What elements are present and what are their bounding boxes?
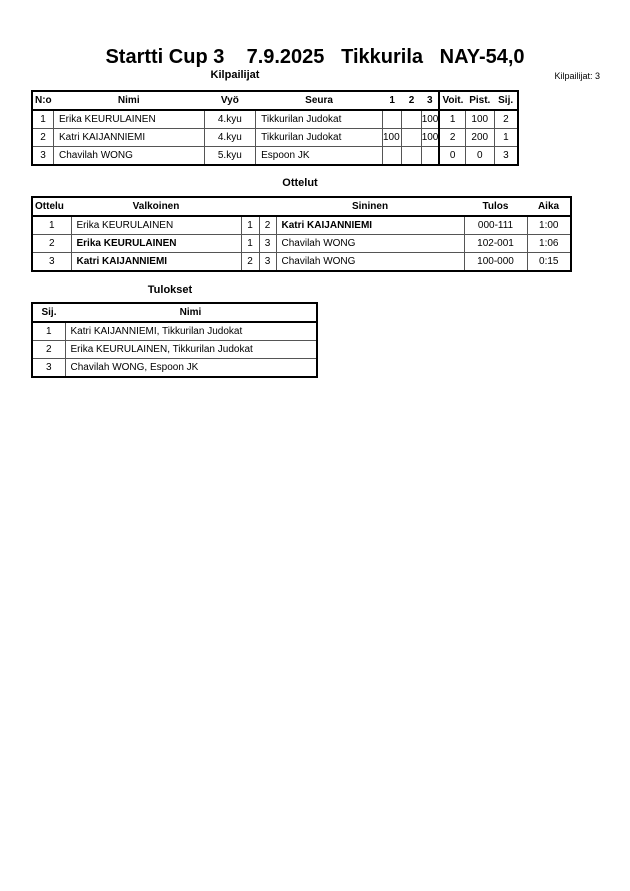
page-title: Startti Cup 3 7.9.2025 Tikkurila NAY-54,… [105, 46, 525, 68]
table-cell: Chavilah WONG [53, 146, 205, 166]
table-cell [381, 109, 403, 129]
column-header: Voit. [438, 91, 466, 111]
table-cell: Erika KEURULAINEN [53, 109, 205, 129]
table-cell: 2 [493, 109, 519, 129]
column-header: Seura [255, 91, 383, 111]
match-white: Katri KAIJANNIEMI [70, 252, 242, 272]
match-row: 3 Katri KAIJANNIEMI 2 3 Chavilah WONG 100-000… [31, 252, 572, 272]
column-header: Nimi [65, 303, 317, 323]
table-row: 2 Katri KAIJANNIEMI 4.kyu Tikkurilan Judoka… [31, 128, 519, 147]
match-bn: 2 [258, 215, 277, 235]
column-header: Pist. [465, 91, 495, 111]
table-cell: 2 [31, 128, 54, 147]
matches-table: Ottelu Valkoinen Sininen Tulos Aika 1 Erika K… [31, 196, 572, 272]
match-time: 1:06 [526, 234, 572, 253]
column-header: Valkoinen [71, 197, 241, 217]
result-row: 1 Katri KAIJANNIEMI, Tikkurilan Judokat [31, 321, 318, 341]
table-cell: 3 [31, 146, 54, 166]
table-cell: 3 [493, 146, 519, 166]
match-wn: 2 [240, 252, 260, 272]
table-cell [401, 128, 422, 147]
table-cell [401, 109, 422, 129]
table-cell [381, 146, 403, 166]
column-header: N:o [32, 91, 54, 111]
match-score: 000-111 [463, 215, 528, 235]
table-cell: 0 [464, 146, 495, 166]
match-white: Erika KEURULAINEN [70, 234, 242, 253]
table-cell: 0 [438, 146, 466, 166]
result-row: 3 Chavilah WONG, Espoon JK [31, 358, 318, 378]
matches-heading: Ottelut [282, 177, 318, 189]
table-cell: 5.kyu [203, 146, 257, 166]
table-cell: Erika KEURULAINEN, Tikkurilan Judokat [64, 340, 318, 359]
column-header: 1 [382, 91, 402, 111]
match-score: 100-000 [463, 252, 528, 272]
table-cell: 1 [493, 128, 519, 147]
table-cell: 2 [31, 340, 66, 359]
table-cell [420, 146, 440, 166]
table-cell: 1 [31, 109, 54, 129]
table-cell [401, 146, 422, 166]
match-score: 102-001 [463, 234, 528, 253]
column-header: Ottelu [32, 197, 71, 217]
table-cell: 100 [381, 128, 403, 147]
results-table: Sij. Nimi 1 Katri KAIJANNIEMI, Tikkurilan … [31, 302, 318, 378]
column-header: Aika [527, 197, 571, 217]
table-row: 3 Chavilah WONG 5.kyu Espoon JK 0 0 3 [31, 146, 519, 166]
table-cell: 1 [31, 321, 66, 341]
column-header: Tulos [464, 197, 527, 217]
table-cell: Katri KAIJANNIEMI, Tikkurilan Judokat [64, 321, 318, 341]
table-cell: 2 [438, 128, 466, 147]
table-cell: 100 [464, 109, 495, 129]
column-header: 2 [401, 91, 422, 111]
column-header: Sij. [494, 91, 518, 111]
match-wn: 1 [240, 215, 260, 235]
column-header: Sininen [276, 197, 464, 217]
column-header [241, 197, 259, 217]
competitors-count: Kilpailijat: 3 [554, 71, 600, 81]
result-row: 2 Erika KEURULAINEN, Tikkurilan Judokat [31, 340, 318, 359]
table-cell: 4.kyu [203, 128, 257, 147]
table-cell: Espoon JK [255, 146, 383, 166]
match-blue: Chavilah WONG [275, 252, 465, 272]
table-row: 1 Erika KEURULAINEN 4.kyu Tikkurilan Judoka… [31, 109, 519, 129]
column-header: Vyö [204, 91, 256, 111]
table-cell: 100 [420, 109, 440, 129]
competitors-table: N:o Nimi Vyö Seura 1 2 3 Voit. Pist. Sij. 1 Erika … [31, 90, 519, 166]
column-header: Sij. [32, 303, 65, 323]
match-row: 1 Erika KEURULAINEN 1 2 Katri KAIJANNIEMI 000… [31, 215, 572, 235]
match-no: 2 [31, 234, 72, 253]
table-cell: 1 [438, 109, 466, 129]
results-heading: Tulokset [147, 284, 193, 296]
match-blue: Chavilah WONG [275, 234, 465, 253]
table-cell: 200 [464, 128, 495, 147]
table-cell: Katri KAIJANNIEMI [53, 128, 205, 147]
match-row: 2 Erika KEURULAINEN 1 3 Chavilah WONG 102-001… [31, 234, 572, 253]
table-cell: Chavilah WONG, Espoon JK [64, 358, 318, 378]
column-header: 3 [421, 91, 440, 111]
column-header: Nimi [53, 91, 205, 111]
match-bn: 3 [258, 234, 277, 253]
table-cell: Tikkurilan Judokat [255, 109, 383, 129]
table-cell: 4.kyu [203, 109, 257, 129]
match-wn: 1 [240, 234, 260, 253]
match-time: 1:00 [526, 215, 572, 235]
table-cell: 3 [31, 358, 66, 378]
match-time: 0:15 [526, 252, 572, 272]
match-white: Erika KEURULAINEN [70, 215, 242, 235]
competitors-heading: Kilpailijat [210, 69, 260, 81]
match-blue: Katri KAIJANNIEMI [275, 215, 465, 235]
column-header [259, 197, 276, 217]
match-bn: 3 [258, 252, 277, 272]
table-cell: Tikkurilan Judokat [255, 128, 383, 147]
table-cell: 100 [420, 128, 440, 147]
match-no: 3 [31, 252, 72, 272]
match-no: 1 [31, 215, 72, 235]
